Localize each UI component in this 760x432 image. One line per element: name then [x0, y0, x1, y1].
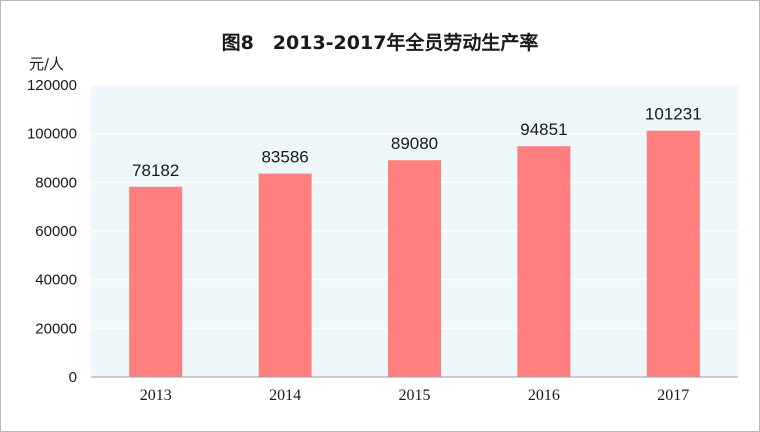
y-tick-label: 20000 [35, 320, 77, 337]
bars [129, 130, 700, 377]
chart-title: 图8 2013-2017年全员劳动生产率 [222, 31, 539, 54]
x-axis-ticks: 2013 2014 2015 2016 2017 [140, 387, 690, 404]
bar-2015 [388, 160, 441, 377]
data-label: 89080 [391, 134, 438, 153]
x-tick-label: 2015 [399, 387, 431, 404]
y-tick-label: 40000 [35, 272, 77, 289]
x-tick-label: 2017 [657, 387, 689, 404]
y-axis-ticks: 0 20000 40000 60000 80000 100000 120000 [27, 77, 77, 386]
bar-2016 [517, 146, 571, 377]
y-tick-label: 60000 [35, 223, 77, 240]
bar-2013 [129, 186, 183, 377]
data-label: 94851 [520, 120, 567, 139]
bar-2017 [646, 130, 700, 377]
data-labels: 78182 83586 89080 94851 101231 [132, 105, 702, 180]
data-label: 83586 [261, 148, 308, 167]
data-label: 101231 [645, 105, 702, 124]
y-tick-label: 0 [69, 369, 77, 386]
x-tick-label: 2016 [528, 387, 560, 404]
y-tick-label: 100000 [27, 126, 77, 143]
x-tick-label: 2014 [269, 387, 301, 404]
x-tick-label: 2013 [140, 387, 172, 404]
y-tick-label: 120000 [27, 77, 77, 94]
bar-2014 [258, 173, 312, 377]
y-axis-unit-label: 元/人 [29, 55, 64, 73]
data-label: 78182 [132, 161, 179, 180]
y-tick-label: 80000 [35, 174, 77, 191]
